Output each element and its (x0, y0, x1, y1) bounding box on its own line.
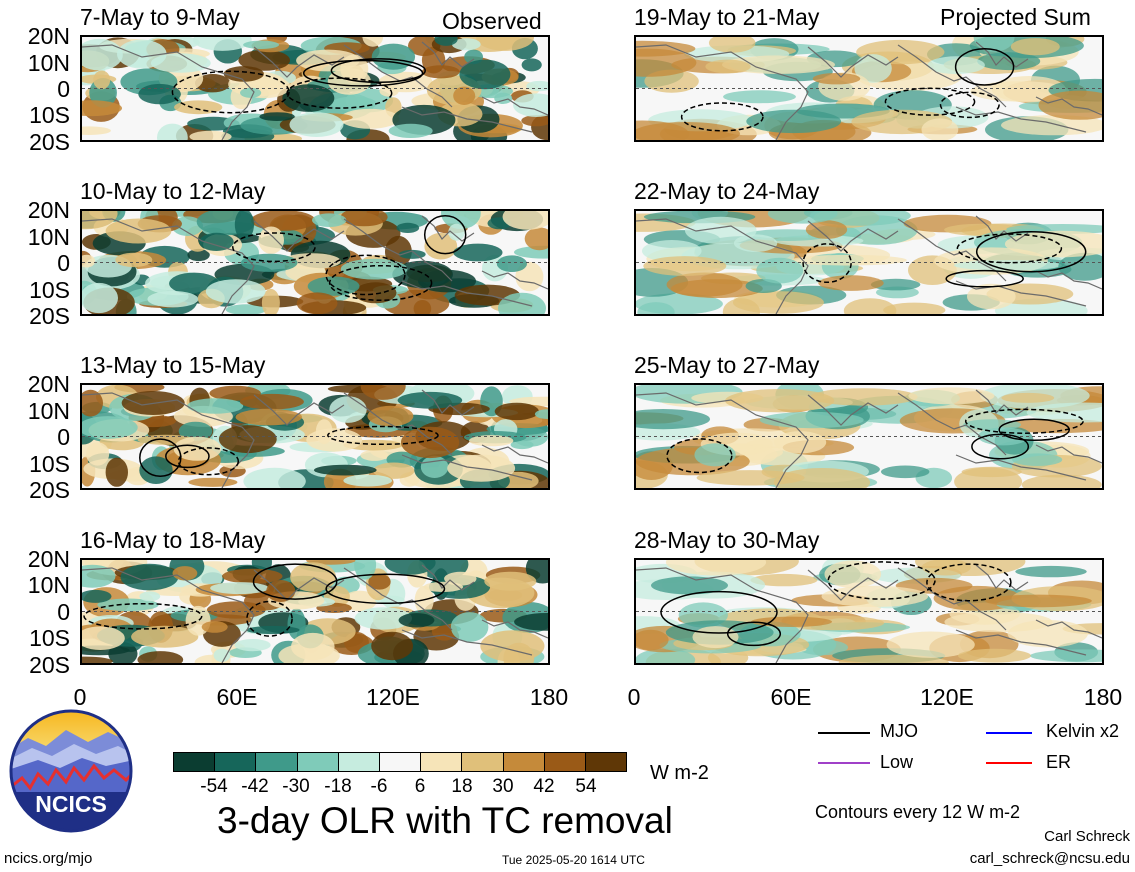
panel-title-right-4: 28-May to 30-May (634, 527, 820, 553)
main-title: 3-day OLR with TC removal (217, 800, 673, 841)
olr-field-map (636, 385, 1102, 488)
timestamp: Tue 2025-05-20 1614 UTC (502, 853, 645, 867)
lon-label: 60E (216, 684, 258, 710)
author-name: Carl Schreck (1044, 828, 1130, 845)
colorbar-swatch (255, 753, 297, 771)
lat-label: 10S (29, 451, 70, 477)
panel-title-right-2: 22-May to 24-May (634, 178, 820, 204)
site-url: ncics.org/mjo (4, 850, 93, 867)
legend-label-er: ER (1046, 752, 1072, 772)
colorbar-label: 42 (533, 776, 555, 797)
lat-label: 0 (57, 599, 70, 625)
colorbar-label: -18 (324, 776, 352, 797)
lat-label: 20N (27, 546, 70, 572)
legend-line-kelvin (986, 732, 1032, 734)
lat-label: 10N (27, 50, 70, 76)
author-email: carl_schreck@ncsu.edu (969, 850, 1130, 867)
panel-title-left-4: 16-May to 18-May (80, 527, 266, 553)
lon-label: 60E (770, 684, 812, 710)
colorbar-label: -30 (282, 776, 310, 797)
panel-title-right-1: 19-May to 21-May (634, 4, 820, 30)
legend-label-low: Low (880, 752, 914, 772)
lat-label: 0 (57, 424, 70, 450)
colorbar-swatch (420, 753, 462, 771)
contours-note: Contours every 12 W m-2 (815, 802, 1021, 822)
lat-label: 10N (27, 398, 70, 424)
panel-title-left-2: 10-May to 12-May (80, 178, 266, 204)
olr-field-map (636, 37, 1102, 140)
lat-label: 0 (57, 76, 70, 102)
lat-label: 20S (29, 303, 70, 329)
colorbar-unit: W m-2 (650, 762, 709, 784)
lat-label: 10S (29, 277, 70, 303)
colorbar-swatch (296, 753, 338, 771)
panel-title-left-3: 13-May to 15-May (80, 352, 266, 378)
logo-text: NCICS (35, 791, 107, 817)
legend-label-kelvin: Kelvin x2 (1046, 721, 1120, 741)
legend-label-mjo: MJO (880, 721, 918, 741)
map-panel-left-4 (80, 558, 550, 665)
panel-title-left-1: 7-May to 9-May (80, 4, 240, 30)
lon-label: 0 (627, 684, 641, 710)
panel-title-right-3: 25-May to 27-May (634, 352, 820, 378)
lat-label: 20S (29, 129, 70, 155)
lat-label: 20S (29, 652, 70, 678)
lat-label: 10N (27, 224, 70, 250)
map-panel-right-2 (634, 209, 1104, 316)
lat-label: 20N (27, 197, 70, 223)
map-panel-left-3 (80, 383, 550, 490)
olr-field-map (82, 560, 548, 663)
colorbar (173, 752, 627, 772)
colorbar-swatch (378, 753, 421, 771)
legend-line-er (986, 762, 1032, 764)
legend-line-mjo (818, 732, 870, 734)
colorbar-label: 30 (492, 776, 514, 797)
colorbar-swatch (461, 753, 503, 771)
lat-label: 10S (29, 625, 70, 651)
map-panel-left-2 (80, 209, 550, 316)
olr-field-map (636, 560, 1102, 663)
colorbar-swatch (174, 753, 215, 771)
lat-label: 0 (57, 250, 70, 276)
lon-label: 120E (920, 684, 974, 710)
legend-line-low (818, 762, 870, 764)
lat-label: 10S (29, 102, 70, 128)
colorbar-label: 54 (575, 776, 597, 797)
lon-label: 0 (73, 684, 87, 710)
colorbar-label: 6 (414, 776, 426, 797)
colorbar-label: -42 (241, 776, 269, 797)
observed-label: Observed (442, 8, 542, 34)
olr-field-map (82, 211, 548, 314)
colorbar-swatch (337, 753, 379, 771)
lon-label: 180 (529, 684, 569, 710)
colorbar-label: 18 (451, 776, 473, 797)
map-panel-right-1 (634, 35, 1104, 142)
colorbar-swatch (543, 753, 585, 771)
map-panel-left-1 (80, 35, 550, 142)
lat-label: 20N (27, 23, 70, 49)
olr-field-map (82, 385, 548, 488)
lon-label: 180 (1083, 684, 1123, 710)
map-panel-right-3 (634, 383, 1104, 490)
lon-label: 120E (366, 684, 420, 710)
colorbar-label: -54 (200, 776, 228, 797)
colorbar-swatch (214, 753, 256, 771)
olr-field-map (82, 37, 548, 140)
map-panel-right-4 (634, 558, 1104, 665)
lat-label: 20S (29, 477, 70, 503)
lat-label: 20N (27, 371, 70, 397)
colorbar-swatch (584, 753, 627, 771)
lat-label: 10N (27, 572, 70, 598)
colorbar-swatch (502, 753, 544, 771)
projected-label: Projected Sum (940, 4, 1091, 30)
colorbar-label: -6 (370, 776, 388, 797)
olr-field-map (636, 211, 1102, 314)
ncics-logo-icon: NCICS (9, 709, 133, 833)
ncics-logo: NCICS (8, 708, 134, 834)
